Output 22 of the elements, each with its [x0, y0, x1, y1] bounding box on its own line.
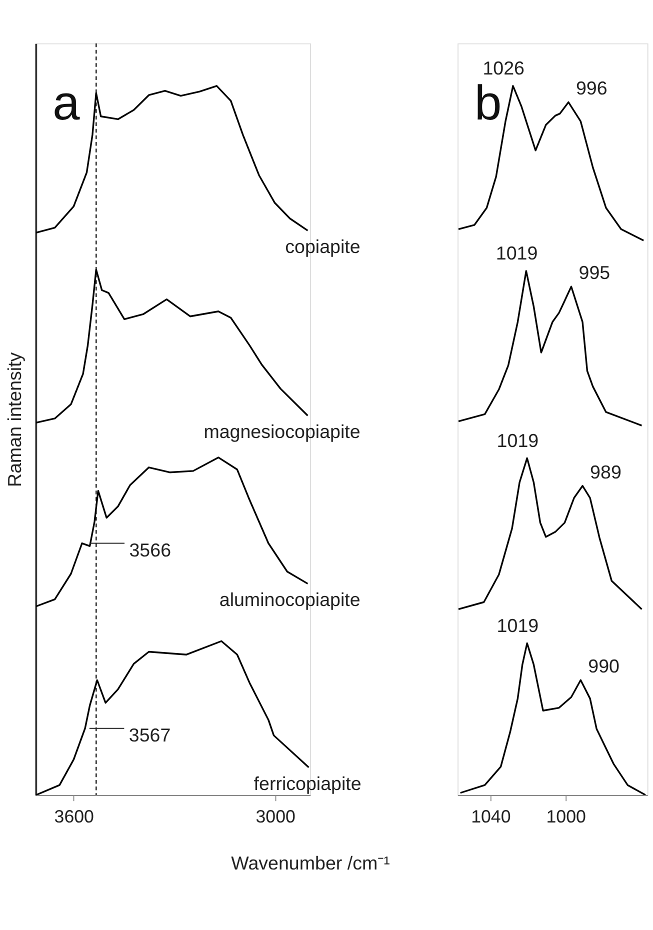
annotation: 996	[576, 78, 608, 99]
x-tick-label: 3600	[54, 806, 94, 827]
annotation: a	[52, 76, 81, 130]
annotation: 3567	[128, 724, 171, 746]
series-label: copiapite	[285, 236, 360, 258]
x-tick-label: 3000	[256, 806, 296, 827]
annotation: b	[474, 76, 502, 130]
x-axis-title: Wavenumber /cm⁻¹	[231, 852, 390, 874]
series-label: magnesiocopiapite	[204, 421, 360, 442]
series-label: ferricopiapite	[254, 772, 362, 794]
y-axis-title: Raman intensity	[4, 352, 26, 487]
annotation: 989	[590, 461, 622, 482]
annotation: 1019	[496, 242, 538, 264]
annotation: 1019	[496, 430, 539, 451]
annotation: 3566	[129, 539, 172, 560]
annotation: 1019	[496, 614, 539, 636]
annotation: 1026	[482, 58, 524, 79]
x-tick-label: 1000	[546, 806, 586, 827]
annotation: 990	[588, 656, 620, 677]
x-tick-label: 1040	[471, 806, 511, 827]
series-label: aluminocopiapite	[219, 589, 360, 610]
annotation: 995	[578, 262, 610, 284]
